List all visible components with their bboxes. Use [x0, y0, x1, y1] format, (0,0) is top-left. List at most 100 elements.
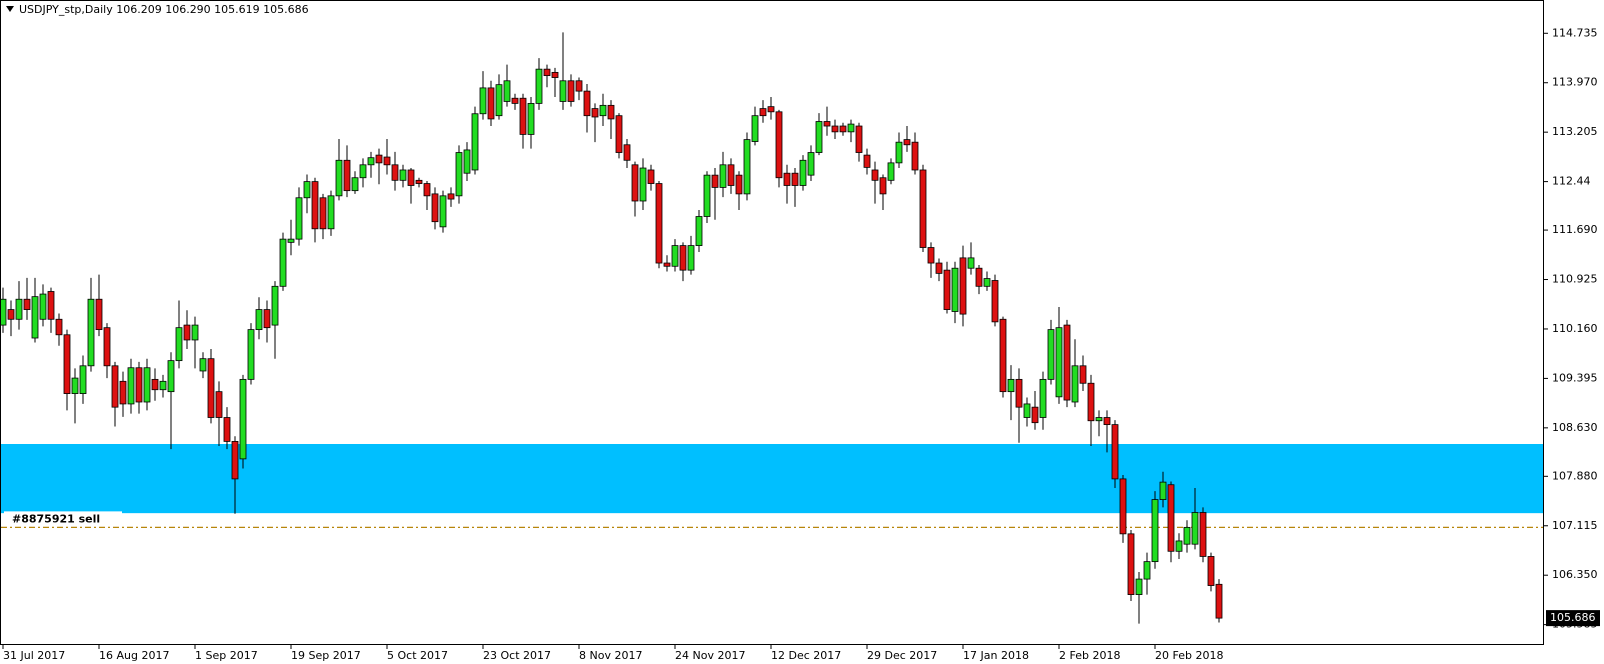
candle-body	[183, 324, 191, 341]
candle-body	[279, 238, 287, 287]
candle-body	[543, 68, 551, 77]
candle-body	[535, 68, 543, 104]
candle-body	[735, 174, 743, 195]
candle-body	[519, 97, 527, 135]
candle-body	[727, 164, 735, 186]
candle-body	[167, 360, 175, 393]
candle-body	[399, 169, 407, 181]
candle-body	[327, 195, 335, 230]
candle-body	[1039, 378, 1047, 418]
candle-body	[1111, 424, 1119, 480]
y-tick-label: 111.690	[1552, 223, 1598, 236]
candle-body	[31, 296, 39, 339]
candle-body	[263, 309, 271, 329]
candle-body	[695, 216, 703, 246]
candle-body	[583, 90, 591, 117]
candle-body	[1191, 512, 1199, 545]
candle-body	[1007, 378, 1015, 393]
candle-body	[991, 280, 999, 323]
candle-body	[527, 103, 535, 135]
candle-body	[151, 378, 159, 391]
candle-body	[487, 87, 495, 120]
candle-body	[0, 298, 7, 326]
candle-body	[119, 380, 127, 405]
y-tick-label: 110.160	[1552, 322, 1598, 335]
price-zone	[1, 444, 1543, 514]
candle-body	[751, 115, 759, 142]
candle-body	[839, 125, 847, 133]
candle-body	[343, 159, 351, 192]
candle-body	[335, 159, 343, 197]
y-tick-label: 112.44	[1552, 175, 1591, 188]
candle-body	[1015, 378, 1023, 408]
candle-body	[135, 367, 143, 403]
candle-body	[647, 169, 655, 184]
candle-body	[703, 174, 711, 217]
candle-body	[927, 247, 935, 264]
menu-arrow[interactable]	[6, 6, 14, 12]
x-tick-label: 24 Nov 2017	[675, 649, 745, 662]
price-label-bg	[1546, 610, 1600, 627]
candle-body	[159, 380, 167, 391]
candle-body	[799, 159, 807, 186]
candle-body	[191, 324, 199, 341]
candle-body	[495, 84, 503, 117]
order-label: #8875921 sell	[12, 512, 100, 525]
x-tick-label: 19 Sep 2017	[291, 649, 361, 662]
candle-body	[311, 181, 319, 230]
candle-body	[1095, 417, 1103, 422]
candle-body	[935, 262, 943, 274]
candle-body	[831, 125, 839, 133]
x-tick-label: 31 Jul 2017	[3, 649, 65, 662]
candle-body	[175, 327, 183, 362]
candle-body	[511, 97, 519, 104]
candle-body	[759, 108, 767, 117]
candle-body	[791, 172, 799, 186]
candle-body	[55, 318, 63, 336]
y-tick-label: 113.205	[1552, 125, 1598, 138]
candle-body	[199, 358, 207, 372]
x-tick-label: 12 Dec 2017	[771, 649, 841, 662]
candle-body	[967, 257, 975, 269]
candle-body	[1151, 499, 1159, 563]
order-label-bg	[4, 511, 122, 526]
candle-body	[775, 111, 783, 179]
candle-body	[1047, 329, 1055, 380]
y-tick-label: 110.925	[1552, 273, 1598, 286]
candle-body	[1127, 533, 1135, 595]
candle-body	[7, 309, 15, 320]
candle-body	[631, 164, 639, 202]
candle-body	[231, 441, 239, 480]
candle-body	[615, 115, 623, 153]
y-tick-label: 107.115	[1552, 519, 1598, 532]
y-tick-label: 113.970	[1552, 76, 1598, 89]
candle-body	[47, 291, 55, 320]
candle-body	[1023, 403, 1031, 418]
candle-body	[743, 139, 751, 195]
candle-body	[1087, 382, 1095, 422]
candle-body	[503, 80, 511, 102]
y-tick-label: 114.735	[1552, 26, 1598, 39]
candle-body	[863, 154, 871, 168]
candle-body	[415, 179, 423, 184]
candle-body	[567, 80, 575, 102]
candle-body	[887, 162, 895, 181]
candle-body	[1175, 540, 1183, 552]
candle-body	[671, 245, 679, 267]
candle-body	[903, 139, 911, 146]
candle-body	[439, 195, 447, 228]
candle-body	[15, 298, 23, 320]
plot-area: #8875921 sell	[0, 32, 1543, 624]
candle-body	[879, 177, 887, 195]
candle-body	[1199, 512, 1207, 557]
candle-body	[983, 278, 991, 287]
candle-body	[663, 262, 671, 267]
candle-body	[847, 123, 855, 133]
candle-body	[943, 269, 951, 310]
candle-body	[783, 172, 791, 186]
candle-body	[375, 154, 383, 164]
candle-body	[823, 121, 831, 127]
candle-body	[975, 267, 983, 287]
candle-body	[1079, 365, 1087, 384]
